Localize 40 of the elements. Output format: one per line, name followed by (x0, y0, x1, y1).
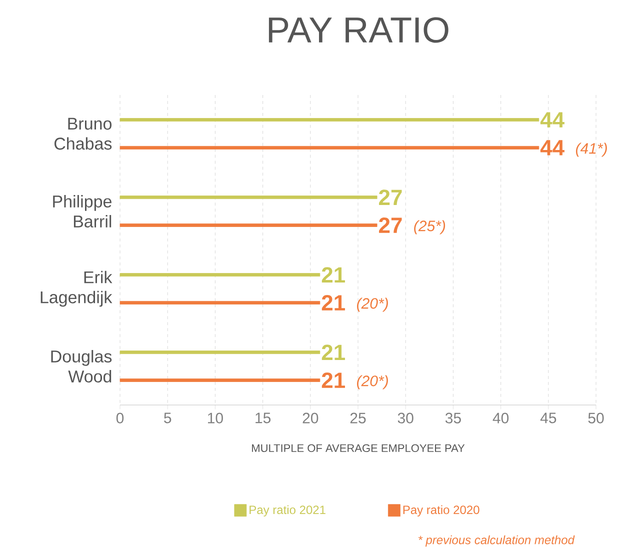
annotation: (20*) (357, 375, 388, 390)
annotation: (41*) (576, 142, 607, 157)
data-label: 44 (540, 112, 564, 128)
bar (120, 273, 320, 277)
x-axis-title: MULTIPLE OF AVERAGE EMPLOYEE PAY (252, 444, 465, 452)
text: * previous calculation method (418, 535, 575, 547)
annotation: (20*) (357, 298, 388, 312)
bar (120, 146, 540, 150)
x-tick-label: 30 (398, 412, 414, 424)
bar (120, 350, 320, 354)
legend-label: Pay ratio 2020 (403, 505, 480, 516)
x-tick-label: 5 (164, 412, 172, 424)
data-label: 44 (540, 140, 564, 156)
x-tick-label: 35 (445, 412, 461, 424)
y-tick-label: Philippe Barril (53, 195, 112, 228)
y-tick-label: Bruno Chabas (54, 118, 112, 150)
data-label: 21 (322, 267, 345, 282)
bar (120, 301, 320, 304)
x-tick-label: 0 (116, 412, 124, 424)
x-tick-label: 20 (302, 412, 318, 424)
data-label: 27 (379, 190, 402, 205)
bar (120, 378, 320, 382)
x-tick-label: 40 (492, 412, 509, 424)
annotation: (25*) (414, 220, 446, 234)
x-tick-label: 50 (588, 412, 604, 424)
data-label: 21 (322, 295, 345, 310)
x-tick-label: 45 (540, 412, 556, 424)
bar (120, 118, 540, 122)
x-tick-label: 10 (208, 412, 223, 424)
legend-label: Pay ratio 2021 (250, 505, 326, 516)
data-label: 21 (322, 344, 345, 360)
chart-title: PAY RATIO (268, 17, 448, 43)
x-tick-label: 25 (350, 412, 366, 424)
data-label: 21 (322, 372, 345, 388)
y-tick-label: Douglas Wood (51, 350, 112, 382)
data-label: 27 (379, 218, 402, 233)
x-tick-label: 15 (256, 412, 271, 424)
bar (120, 224, 378, 227)
bar (120, 196, 378, 200)
y-tick-label: Erik Lagendijk (40, 270, 112, 307)
